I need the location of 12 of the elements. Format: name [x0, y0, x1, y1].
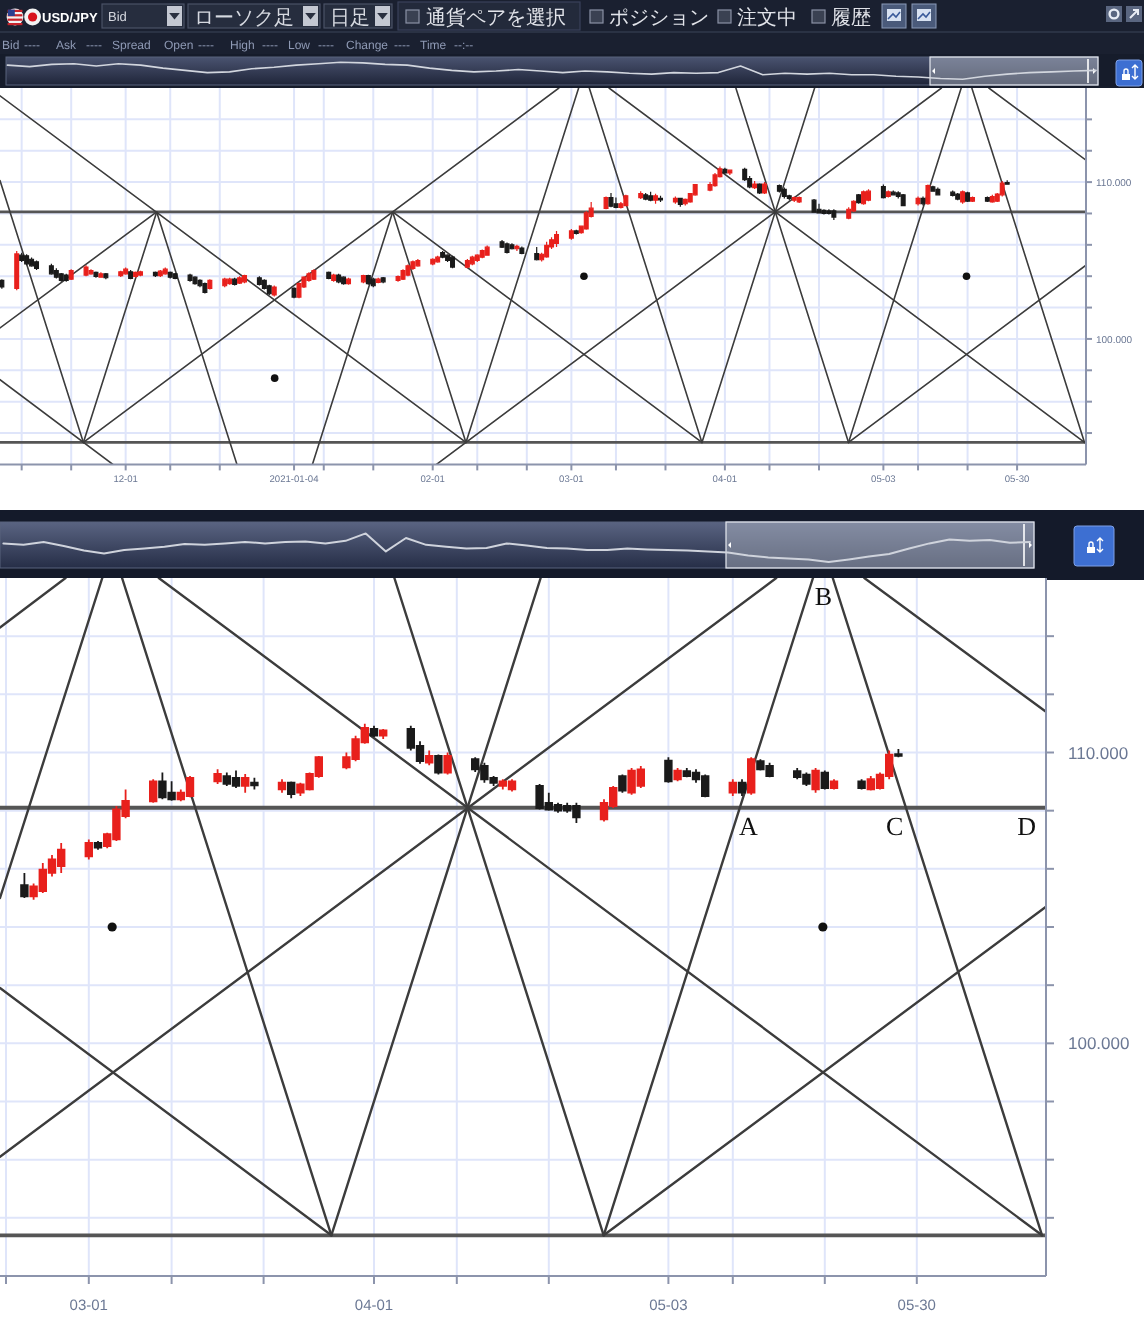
text: 注文中 [737, 6, 797, 30]
y-tick-label: 110.000 [1068, 742, 1129, 763]
text: 通貨ペアを選択 [426, 6, 566, 30]
text: ポジション [609, 8, 709, 30]
text: ローソク足 [194, 8, 294, 30]
annotation: D [1017, 810, 1036, 841]
annotation: C [885, 810, 904, 841]
text: 日足 [330, 8, 370, 30]
text: 履歴 [831, 8, 871, 30]
y-tick-label: 100.000 [1068, 1033, 1130, 1054]
annotation: B [814, 581, 833, 611]
annotation: A [739, 810, 760, 841]
